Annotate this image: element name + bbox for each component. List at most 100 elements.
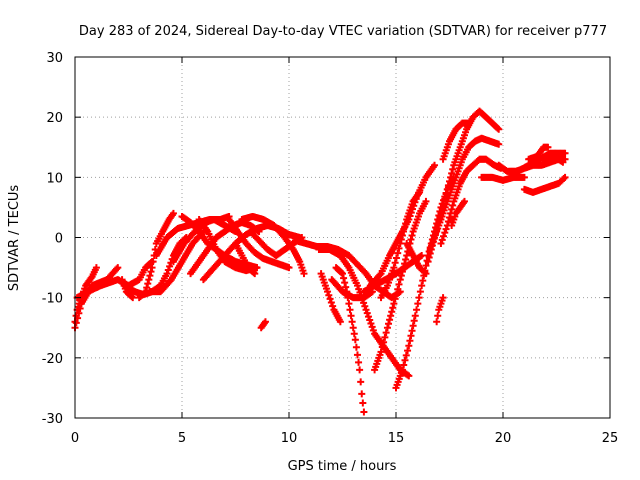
data-point — [368, 323, 376, 331]
data-point — [395, 244, 403, 252]
data-point — [355, 358, 363, 366]
data-point — [561, 173, 569, 181]
data-point — [166, 262, 174, 270]
y-tick-label: 30 — [46, 51, 63, 66]
y-tick-label: 0 — [55, 232, 63, 247]
data-point — [149, 258, 157, 266]
data-point — [358, 390, 366, 398]
data-point — [396, 276, 404, 284]
data-point — [390, 264, 398, 272]
data-point — [169, 209, 177, 217]
data-point — [403, 252, 411, 260]
data-point — [400, 361, 408, 369]
data-point — [253, 264, 261, 272]
data-point — [439, 294, 447, 302]
data-point — [352, 343, 360, 351]
data-point — [76, 304, 84, 312]
data-point — [75, 309, 83, 317]
data-point — [465, 119, 473, 127]
x-tick-label: 20 — [495, 431, 512, 446]
satellite-track — [478, 173, 528, 184]
data-point — [326, 295, 334, 303]
data-point — [446, 177, 453, 185]
data-point — [407, 236, 415, 244]
data-point — [325, 291, 333, 299]
satellite-track — [315, 246, 413, 380]
data-point — [398, 366, 406, 374]
data-point — [405, 372, 413, 380]
data-point — [300, 270, 308, 278]
data-point — [348, 318, 356, 326]
satellite-track — [257, 318, 269, 332]
data-point — [396, 240, 404, 248]
data-point — [92, 264, 100, 272]
data-point — [411, 312, 419, 320]
x-tick-label: 25 — [602, 431, 619, 446]
data-point — [339, 270, 346, 278]
x-tick-label: 0 — [71, 431, 79, 446]
satellite-track — [371, 197, 430, 374]
data-point — [422, 270, 430, 278]
data-point — [418, 252, 426, 260]
data-point — [140, 289, 148, 297]
data-point — [366, 316, 374, 324]
data-point — [406, 337, 414, 345]
data-point — [394, 285, 402, 293]
data-point — [383, 324, 391, 332]
satellite-track — [238, 212, 308, 278]
data-point — [431, 161, 439, 169]
satellite-track — [377, 188, 424, 302]
data-point — [402, 351, 410, 359]
data-point — [446, 213, 453, 221]
data-point — [434, 312, 442, 320]
y-tick-label: -10 — [42, 292, 63, 307]
data-point — [114, 264, 122, 272]
data-point — [559, 158, 567, 166]
data-point — [416, 188, 424, 196]
data-point — [345, 300, 353, 308]
data-point — [401, 356, 409, 364]
x-tick-label: 15 — [388, 431, 405, 446]
data-point — [398, 268, 406, 276]
data-point — [145, 276, 153, 284]
data-point — [378, 343, 386, 351]
data-point — [431, 231, 439, 239]
data-point — [430, 235, 438, 243]
data-point — [261, 318, 269, 326]
data-point — [344, 294, 352, 302]
data-point — [402, 219, 410, 227]
data-point — [421, 268, 429, 276]
data-point — [380, 338, 388, 346]
data-point — [250, 269, 258, 277]
data-point — [414, 300, 422, 308]
data-point — [422, 262, 430, 270]
data-point — [398, 231, 406, 239]
data-point — [392, 254, 400, 262]
data-point — [147, 268, 155, 276]
data-point — [391, 259, 399, 267]
data-point — [391, 295, 399, 303]
data-point — [399, 264, 407, 272]
data-point — [408, 231, 416, 239]
data-point — [404, 347, 412, 355]
data-point — [449, 165, 457, 173]
data-point — [350, 330, 358, 338]
data-point — [128, 293, 136, 301]
data-point — [129, 294, 137, 302]
data-point — [342, 283, 350, 291]
data-point — [143, 284, 151, 292]
data-point — [389, 304, 397, 312]
data-point — [561, 149, 569, 157]
data-point — [360, 408, 368, 416]
x-tick-label: 10 — [281, 431, 298, 446]
satellite-track — [525, 152, 567, 166]
data-point — [72, 319, 80, 327]
data-point — [520, 173, 528, 181]
data-point — [341, 279, 349, 287]
data-point — [369, 326, 377, 334]
data-point — [355, 285, 363, 293]
data-point — [448, 169, 456, 177]
satellite-track — [225, 215, 293, 272]
data-point — [164, 266, 172, 274]
data-point — [361, 302, 369, 310]
